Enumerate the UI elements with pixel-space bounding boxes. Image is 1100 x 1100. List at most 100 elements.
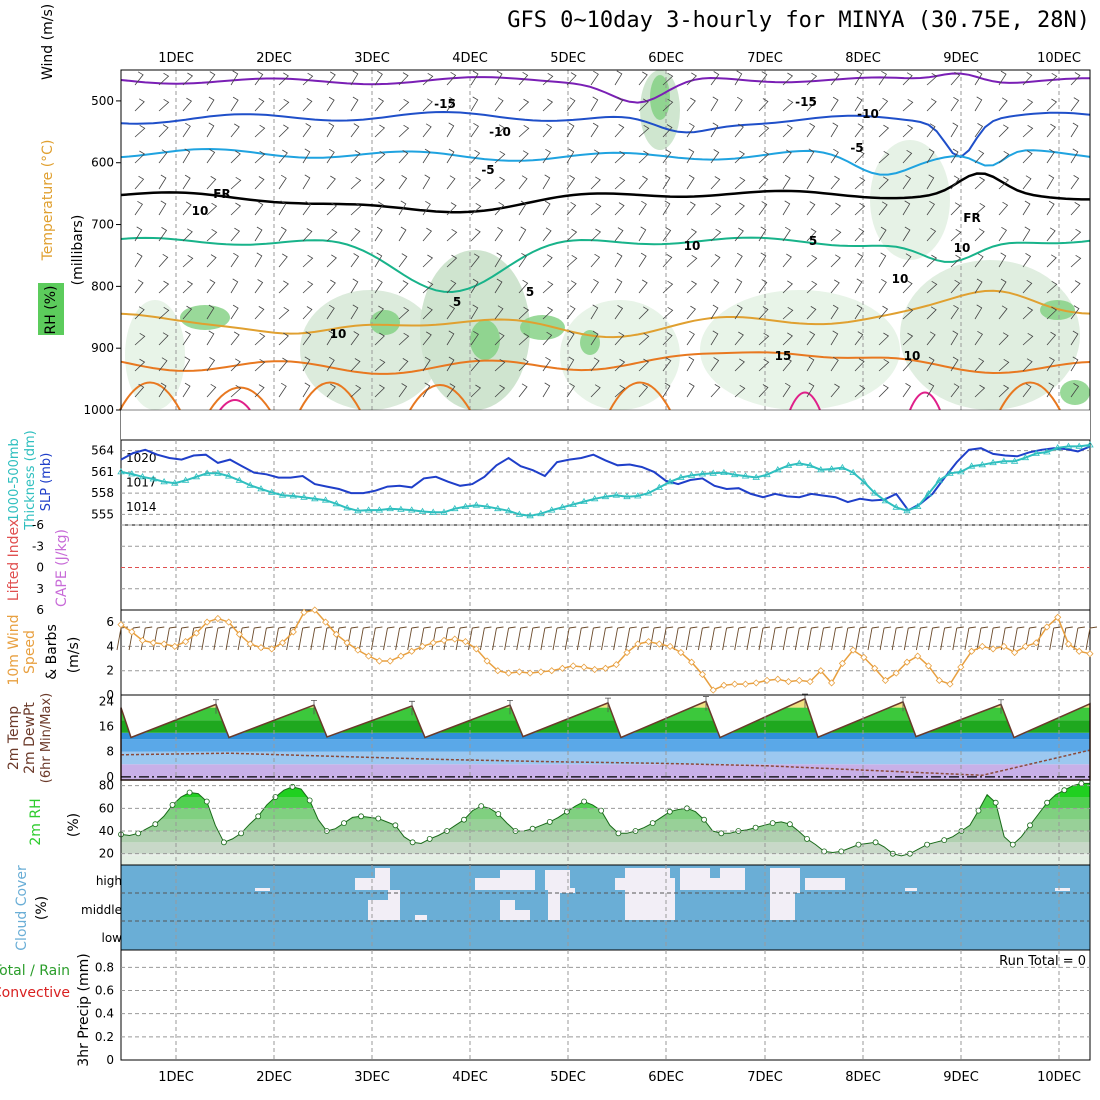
rh-point (426, 836, 433, 842)
thickness-point (580, 497, 588, 504)
cloud-block (415, 915, 427, 920)
wind-barb (494, 227, 504, 242)
thickness-point (763, 470, 771, 478)
wind-barb (926, 356, 935, 372)
wind-barb (758, 71, 768, 86)
side-label: (millibars) (70, 215, 86, 286)
wind-barb (758, 176, 769, 190)
wind-barb (638, 124, 650, 138)
wind-barb (686, 356, 695, 372)
wind-barb (926, 382, 935, 398)
wind-speed-point (655, 640, 663, 648)
wind-barb (830, 202, 842, 216)
wind-barb (854, 176, 866, 190)
bottom-date-label: 6DEC (648, 1070, 684, 1085)
wind-barb (974, 228, 985, 242)
wind-barb (302, 306, 313, 320)
wind-barb (254, 358, 266, 372)
wind-barb (350, 253, 360, 268)
rh-bands (121, 783, 1090, 865)
wind-barb (590, 96, 599, 112)
wind-barb (638, 175, 649, 190)
cloud-block (805, 878, 845, 890)
surface-wind-barb (576, 626, 589, 651)
wind-barb (398, 175, 408, 190)
wind-barb (1022, 200, 1031, 216)
wind-barb (494, 305, 504, 320)
wind-barb (374, 176, 385, 190)
surface-wind-barb (782, 626, 795, 651)
wind-barb (1070, 122, 1079, 138)
temperature-band (121, 707, 1090, 721)
wind-barb (446, 383, 456, 398)
wind-barb (422, 200, 431, 216)
top-date-label: 8DEC (845, 51, 881, 66)
rh-point (769, 820, 776, 826)
wind-barb (638, 306, 649, 320)
temperature-contour (120, 110, 1091, 159)
cloud-block (545, 870, 570, 890)
rh-point (941, 837, 948, 843)
wind-barb (422, 72, 434, 86)
wind-barb (878, 305, 889, 320)
side-label: Thickness (dm) (23, 430, 38, 530)
wind-barb (470, 202, 482, 216)
rh-shade (700, 290, 900, 410)
cloud-row-label: high (96, 874, 122, 888)
wind-barb (158, 124, 169, 138)
wind-barb (614, 97, 624, 112)
wind-barb (710, 228, 722, 242)
thickness-point (655, 483, 664, 490)
surface-wind-barb (588, 626, 601, 651)
wind-barb (518, 252, 527, 268)
max-marker (900, 696, 906, 712)
cloud-block (368, 900, 390, 920)
bottom-date-label: 8DEC (845, 1070, 881, 1085)
wind-barb (686, 305, 697, 320)
temperature-contour (119, 381, 181, 411)
temperature-contour (909, 391, 941, 411)
thickness-point (343, 504, 351, 511)
wind-speed-point (214, 614, 222, 623)
wind-barb (830, 304, 839, 320)
contour-label: FR (213, 187, 230, 201)
wind-speed-point (494, 667, 502, 675)
wind-barb (590, 176, 601, 190)
wind-barb (854, 253, 864, 268)
thickness-point (569, 500, 577, 507)
surface-wind-barb (928, 626, 940, 651)
thickness-point (774, 466, 782, 473)
thickness-point (989, 458, 997, 466)
wind-barb (710, 122, 719, 138)
wind-barb (710, 176, 721, 190)
wind-barb (710, 330, 719, 346)
wind-barb (806, 148, 815, 164)
thickness-point (472, 501, 481, 508)
thickness-point (827, 465, 836, 472)
wind-barb (206, 279, 216, 294)
thickness-point (526, 512, 534, 519)
wind-barb (326, 71, 336, 86)
wind-barb (638, 71, 648, 86)
wind-barb (206, 304, 215, 320)
rh-floor (121, 855, 1090, 865)
wind-barb (374, 252, 383, 268)
wind-barb (686, 174, 695, 190)
surface-wind-barb (988, 626, 1001, 651)
wind-barb (926, 280, 938, 294)
rh-high-shade (180, 305, 230, 330)
wind-speed-point (752, 679, 760, 687)
wind-speed-point (720, 681, 728, 689)
wind-barb (662, 382, 671, 398)
wind-speed-point (601, 664, 610, 672)
thickness-point (590, 495, 599, 502)
wind-speed-point (182, 638, 190, 646)
wind-speed-point (461, 638, 470, 646)
top-date-label: 10DEC (1037, 51, 1081, 66)
wind-barb (278, 332, 289, 346)
cloud-block (548, 890, 560, 920)
surface-wind-barb (407, 626, 419, 651)
wind-barb (590, 278, 599, 294)
temperature2m-panel: 24 16 8 0 2m Temp 2m DewPt (6hr Min/Max) (6, 693, 1091, 784)
pressure-tick-label: 1000 (83, 403, 114, 417)
